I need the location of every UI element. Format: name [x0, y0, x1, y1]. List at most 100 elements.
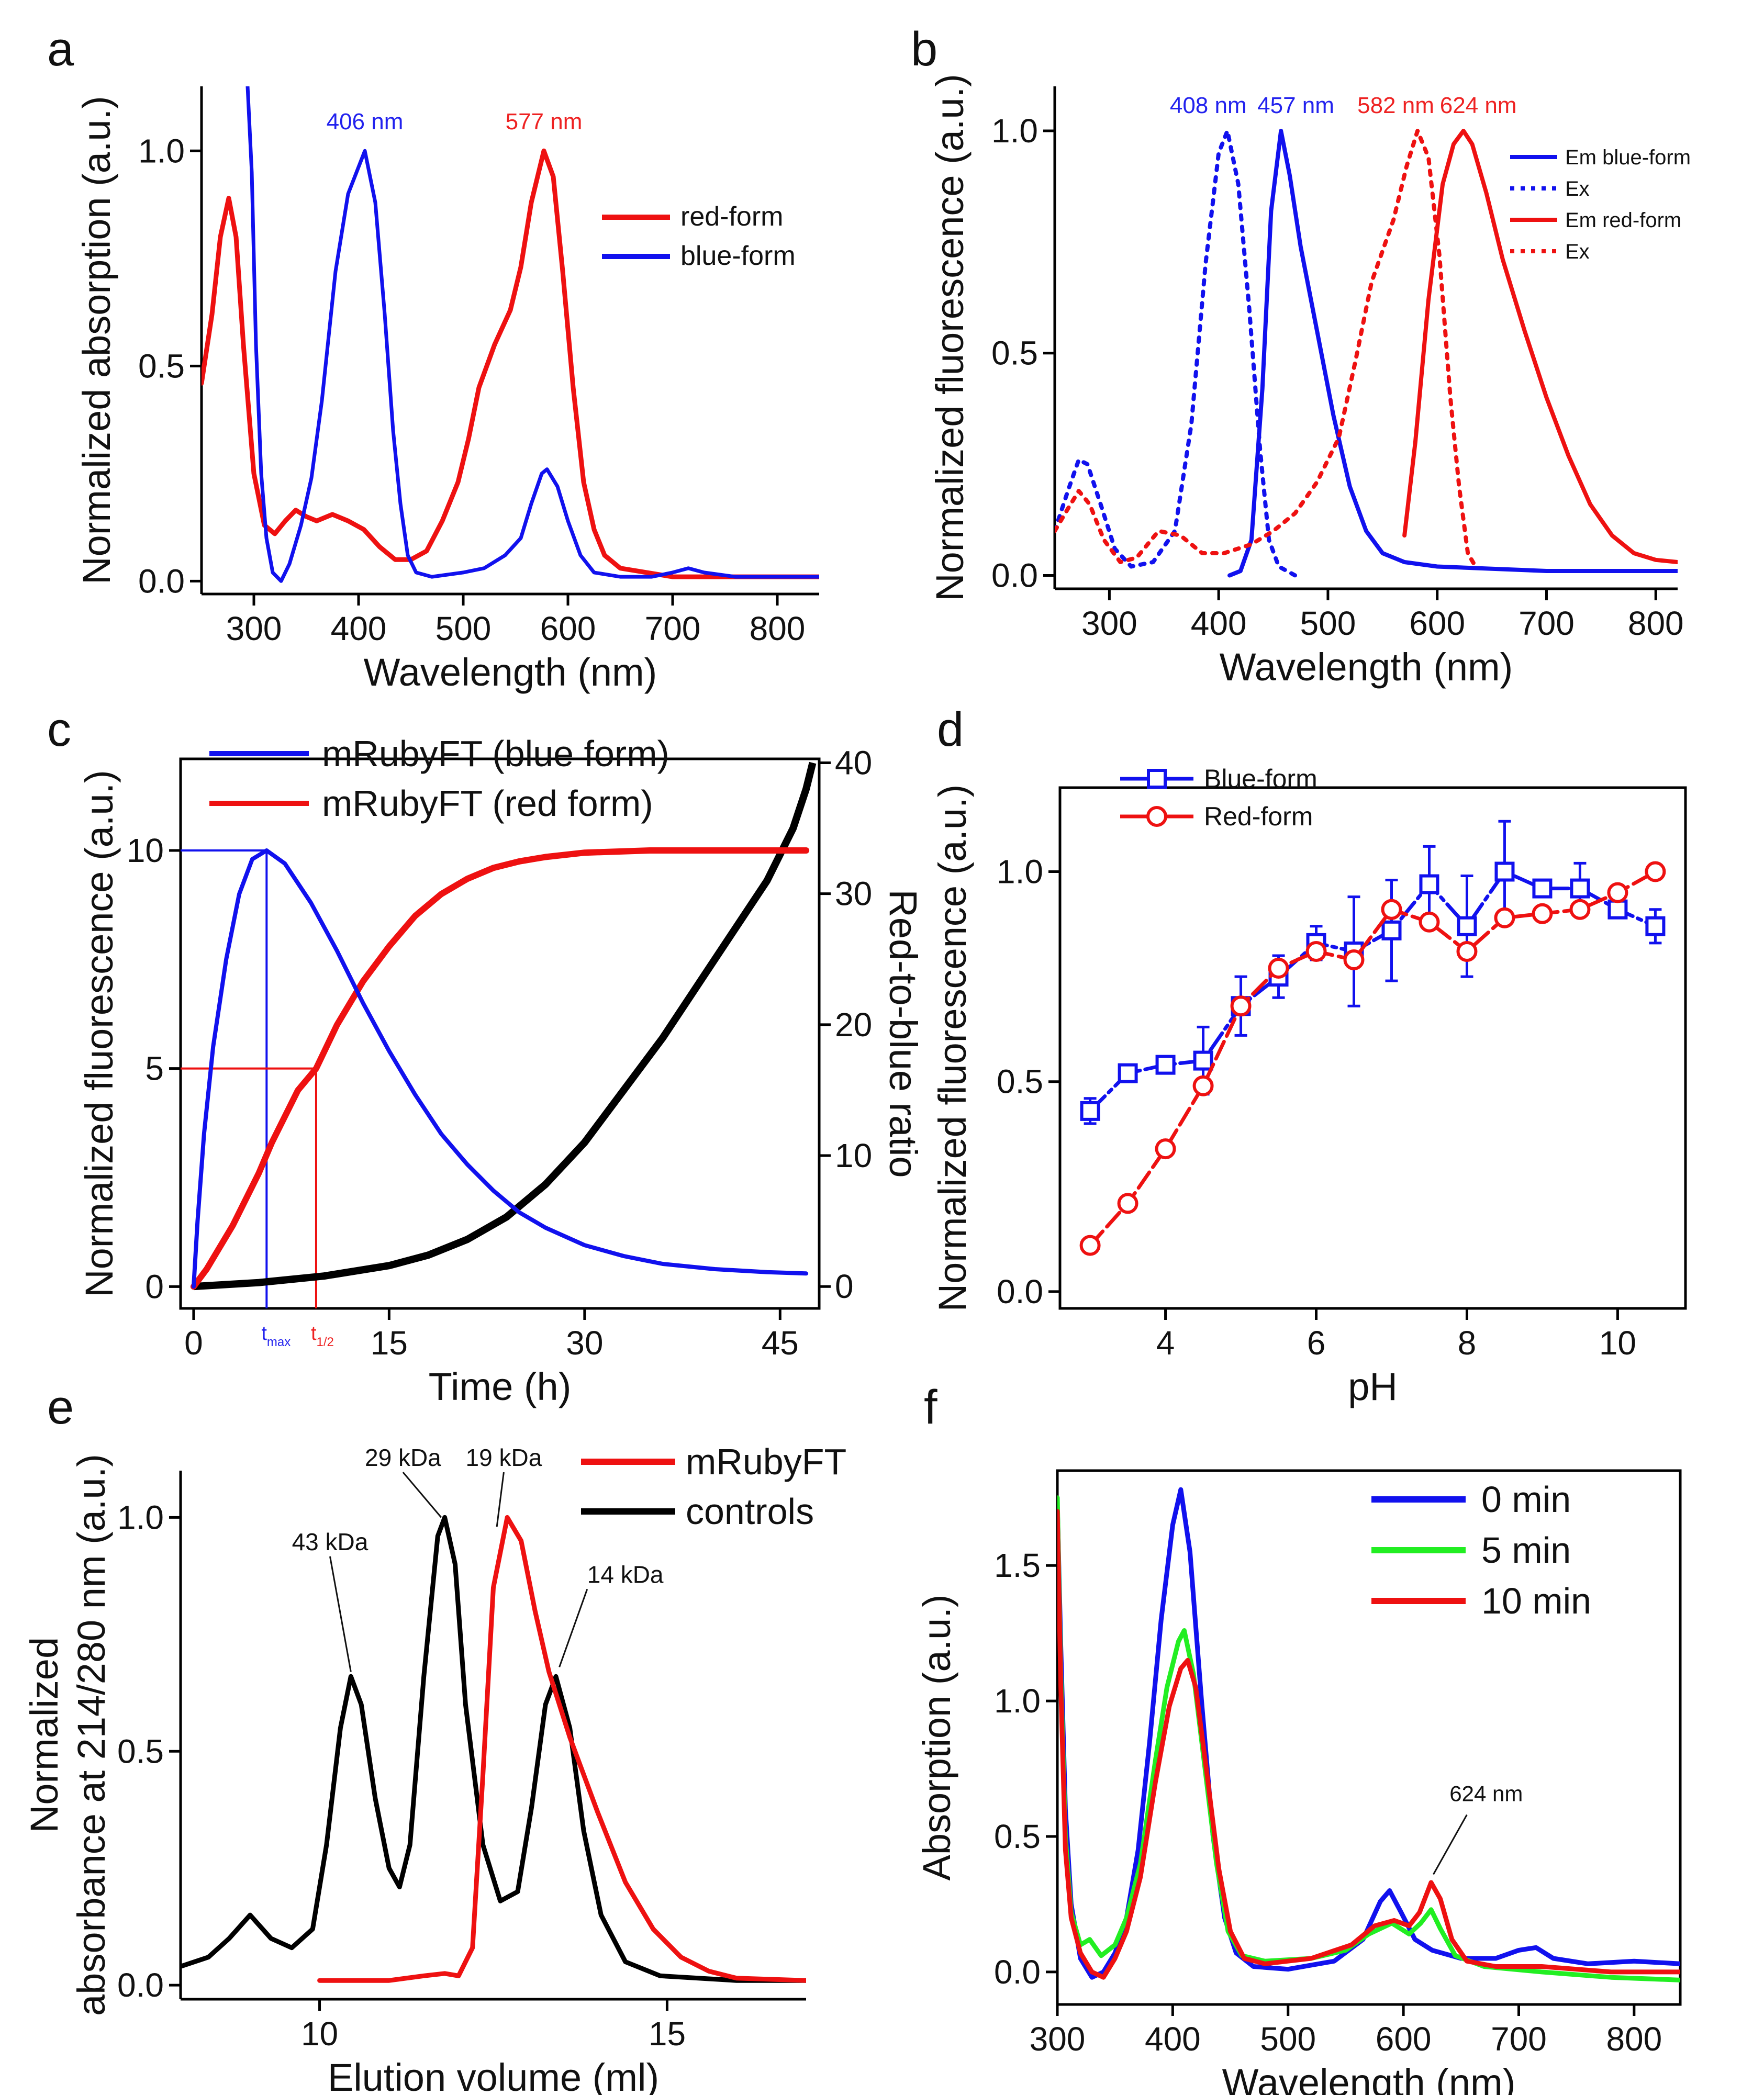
series-group [1057, 1487, 1680, 1982]
y-axis-title: Normalized fluorescence (a.u.) [928, 74, 972, 601]
y-tick-label: 1.0 [138, 132, 185, 170]
data-point [1645, 916, 1666, 936]
y-axis-title: Absorption (a.u.) [915, 1594, 958, 1880]
plot-frame [1056, 1469, 1682, 2006]
panel-label: d [937, 703, 964, 756]
x-tick-label: 800 [1606, 2020, 1662, 2058]
panel-a: 300 400 500 600 700 800 0.0 0.5 1.0 a Wavelength (… [47, 23, 819, 694]
x-tick-label: 4 [1156, 1324, 1175, 1362]
peak-annotation: 408 nm [1170, 93, 1247, 118]
legend-label: controls [686, 1491, 814, 1532]
time-marker-subscript: max [267, 1335, 291, 1349]
x-tick-label: 400 [1145, 2020, 1201, 2058]
y2-tick-label: 0 [835, 1268, 854, 1305]
y-axis-title: Normalized fluorescence (a.u.) [77, 770, 121, 1297]
legend-marker [1147, 769, 1167, 789]
y-tick-label: 0.5 [117, 1732, 164, 1770]
legend-label: Em red-form [1565, 209, 1681, 232]
y2-tick-label: 20 [835, 1006, 872, 1044]
series-line-em-blue [1227, 129, 1678, 578]
series-line-red-form [202, 148, 819, 579]
y2-tick-label: 10 [835, 1137, 872, 1174]
x-tick-label: 800 [750, 610, 806, 647]
mass-annotation: 29 kDa [365, 1444, 441, 1471]
panel-f: 300 400 500 600 700 800 0.0 0.5 1.0 1.5 f Wavelengt… [915, 1381, 1682, 2095]
y-axis-title: Normalized fluorescence (a.u.) [931, 785, 974, 1312]
series-line-blue-form [191, 848, 809, 1289]
peak-annotation: 582 nm [1357, 93, 1434, 118]
x-tick-label: 300 [226, 610, 282, 647]
x-axis-title: Elution volume (ml) [328, 2056, 659, 2095]
time-marker-label: tmax [261, 1323, 291, 1349]
panel-label: c [47, 703, 71, 756]
time-marker-subscript: 1/2 [317, 1335, 334, 1349]
annotation-leader [559, 1589, 588, 1667]
x-tick-label: 700 [645, 610, 701, 647]
y-tick-label: 10 [127, 832, 164, 869]
series-line-ratio [193, 761, 817, 1291]
series-line-mrubyft [317, 1515, 806, 1983]
data-point [1532, 878, 1553, 899]
panel-e: 10 15 0.0 0.5 1.0 e Elution volume (ml) Normali… [23, 1381, 846, 2095]
data-point [1117, 1193, 1138, 1214]
annotation-leader [1433, 1814, 1468, 1875]
series-line-em-red [1402, 129, 1678, 564]
y-tick-label: 0.0 [997, 1273, 1043, 1310]
legend-label: Blue-form [1204, 764, 1318, 793]
legend-label: 10 min [1481, 1581, 1591, 1621]
legend-label: Red-form [1204, 802, 1313, 831]
legend-label: Em blue-form [1565, 146, 1691, 169]
panel-c: 0 15 30 45 0 5 10 c Time (h) Normalized fluoresce… [47, 703, 925, 1408]
plot-frame [179, 757, 821, 1310]
data-point [1419, 874, 1439, 894]
data-point [1230, 995, 1252, 1017]
legend-label: 0 min [1481, 1479, 1571, 1520]
peak-annotation: 577 nm [506, 109, 583, 135]
y-tick-label: 0.0 [138, 562, 185, 600]
x-tick-label: 300 [1081, 604, 1137, 642]
x-tick-label: 6 [1307, 1324, 1326, 1362]
annotation-leader [329, 1556, 352, 1672]
mass-annotation: 43 kDa [292, 1528, 369, 1555]
peak-annotation: 624 nm [1449, 1782, 1523, 1806]
data-point [1494, 861, 1515, 882]
y2-axis-title: Red-to-blue ratio [881, 889, 925, 1178]
data-point [1343, 949, 1365, 970]
y-tick-label: 0.5 [997, 1063, 1043, 1101]
data-point [1419, 911, 1440, 933]
series-line-ex-red [1055, 129, 1478, 569]
series-group [1079, 820, 1666, 1256]
data-point [1381, 920, 1402, 940]
x-axis-title: pH [1348, 1365, 1398, 1408]
y-tick-label: 0.5 [991, 334, 1038, 372]
x-tick-label: 600 [1409, 604, 1465, 642]
y-tick-label: 1.0 [991, 112, 1038, 150]
x-axis-title: Wavelength (nm) [1222, 2061, 1516, 2095]
x-axis-title: Time (h) [429, 1365, 572, 1408]
x-tick-label: 700 [1491, 2020, 1547, 2058]
x-tick-label: 300 [1030, 2020, 1086, 2058]
panel-b: 300 400 500 600 700 800 0.0 0.5 1.0 b Wavelength (… [911, 23, 1691, 689]
y-tick-label: 0.5 [994, 1818, 1041, 1855]
panel-label: b [911, 23, 937, 76]
data-point [1569, 899, 1591, 920]
annotation-leader [402, 1472, 442, 1518]
data-point [1155, 1138, 1176, 1160]
series-line-10min [1057, 1509, 1680, 1980]
data-point [1268, 958, 1289, 979]
panel-label: f [924, 1381, 937, 1434]
data-point [1645, 861, 1666, 882]
data-point [1381, 899, 1402, 920]
data-point [1457, 916, 1477, 936]
legend-label: Ex [1565, 240, 1590, 263]
x-tick-label: 10 [1599, 1324, 1636, 1362]
x-tick-label: 600 [540, 610, 596, 647]
y-axis-title-line2: absorbance at 214/280 nm (a.u.) [70, 1454, 113, 2016]
series-group [181, 1515, 806, 1983]
legend-marker [1146, 806, 1167, 827]
series-group [1055, 129, 1678, 578]
annotation-leader [496, 1472, 505, 1527]
y-tick-label: 1.0 [117, 1498, 164, 1536]
mass-annotation: 14 kDa [587, 1561, 664, 1588]
